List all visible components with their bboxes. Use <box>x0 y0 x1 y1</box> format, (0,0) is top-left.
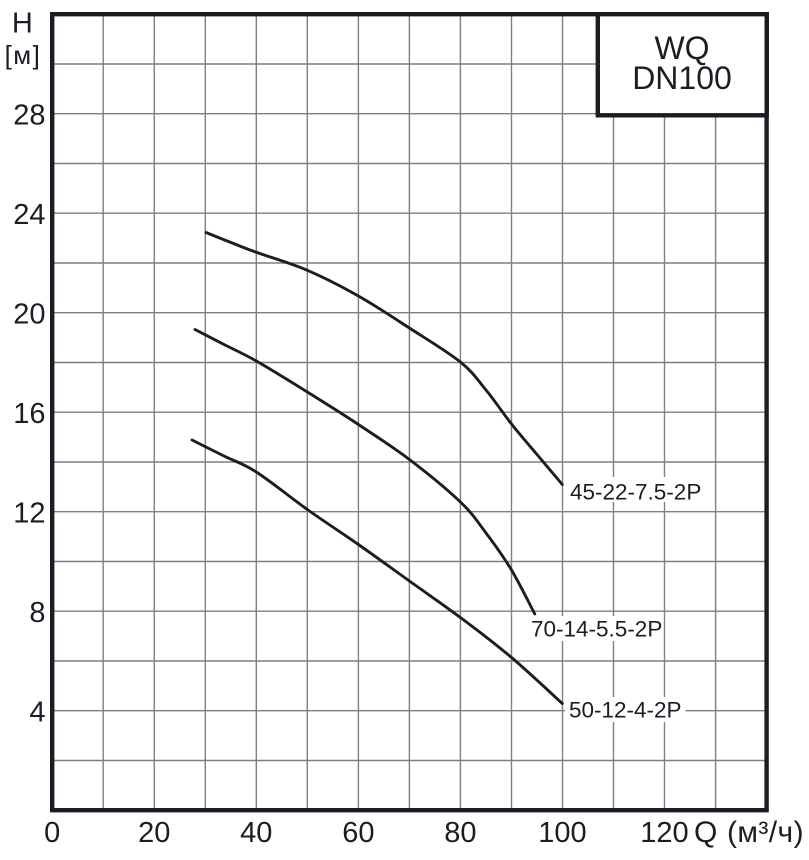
svg-text:100: 100 <box>538 817 586 849</box>
svg-text:60: 60 <box>342 817 374 849</box>
svg-text:[м]: [м] <box>5 40 42 70</box>
svg-text:50-12-4-2P: 50-12-4-2P <box>569 698 682 723</box>
svg-text:WQ: WQ <box>654 30 709 66</box>
svg-text:8: 8 <box>29 597 45 629</box>
svg-text:28: 28 <box>13 100 45 132</box>
svg-text:4: 4 <box>29 697 45 729</box>
svg-text:70-14-5.5-2P: 70-14-5.5-2P <box>531 617 662 642</box>
svg-text:20: 20 <box>13 299 45 331</box>
svg-text:24: 24 <box>13 199 45 231</box>
svg-text:(м³/ч): (м³/ч) <box>727 816 804 849</box>
svg-text:12: 12 <box>13 498 45 530</box>
svg-text:DN100: DN100 <box>632 60 732 96</box>
svg-text:120: 120 <box>640 817 688 849</box>
svg-text:H: H <box>12 8 33 40</box>
svg-text:Q: Q <box>694 816 717 849</box>
svg-text:0: 0 <box>44 817 60 849</box>
svg-text:20: 20 <box>138 817 170 849</box>
svg-text:40: 40 <box>240 817 272 849</box>
svg-text:45-22-7.5-2P: 45-22-7.5-2P <box>570 480 701 505</box>
svg-text:80: 80 <box>444 817 476 849</box>
svg-text:16: 16 <box>13 398 45 430</box>
